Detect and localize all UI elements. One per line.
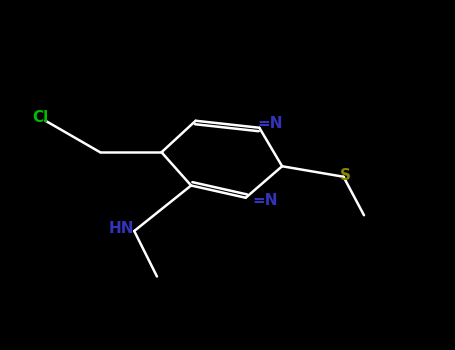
Text: HN: HN <box>109 221 134 236</box>
Text: =N: =N <box>253 193 278 208</box>
Text: Cl: Cl <box>32 110 48 125</box>
Text: =N: =N <box>257 116 283 131</box>
Text: S: S <box>339 168 350 183</box>
